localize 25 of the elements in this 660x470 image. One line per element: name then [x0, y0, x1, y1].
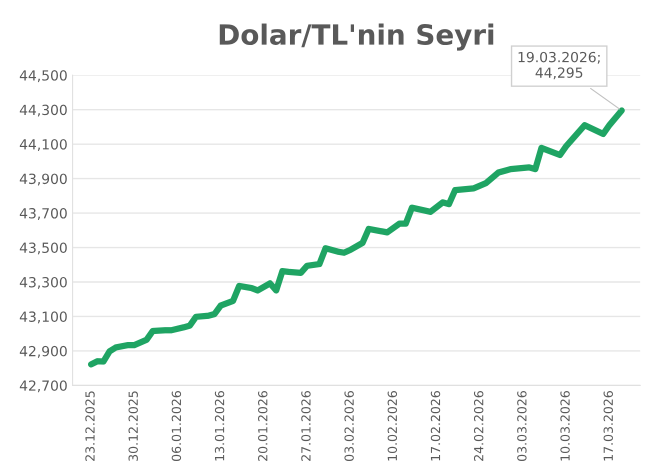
- x-tick-label: 13.01.2026: [214, 391, 224, 460]
- x-tick-label: 17.02.2026: [430, 391, 440, 460]
- x-tick-label: 10.03.2026: [560, 391, 570, 460]
- x-tick-label: 30.12.2025: [128, 391, 138, 461]
- y-tick-label: 42,900: [20, 346, 67, 358]
- y-tick-label: 43,500: [20, 242, 67, 254]
- annotation: 19.03.2026; 44,295: [518, 52, 600, 80]
- y-tick-label: 44,300: [20, 104, 67, 117]
- chart-title: Dolar/TL'nin Seyri: [220, 24, 494, 51]
- x-tick-label: 17.03.2026: [604, 391, 613, 460]
- y-tick-label: 42,700: [20, 380, 67, 392]
- y-tick-label: 43,700: [20, 208, 67, 220]
- x-tick-label: 06.01.2026: [172, 391, 182, 462]
- x-tick-label: 03.02.2026: [344, 391, 354, 462]
- x-tick-label: 03.03.2026: [517, 391, 527, 462]
- y-tick-label: 44,500: [20, 70, 67, 82]
- y-tick-label: 43,100: [20, 311, 67, 324]
- y-tick-label: 43,300: [20, 276, 67, 289]
- x-tick-label: 23.12.2025: [85, 391, 95, 461]
- x-tick-label: 24.02.2026: [474, 391, 484, 461]
- x-tick-label: 27.01.2026: [301, 391, 311, 461]
- x-tick-label: 10.02.2026: [388, 391, 398, 460]
- y-tick-label: 43,900: [20, 174, 67, 186]
- x-tick-label: 20.01.2026: [258, 391, 268, 461]
- y-tick-label: 44,100: [20, 139, 67, 152]
